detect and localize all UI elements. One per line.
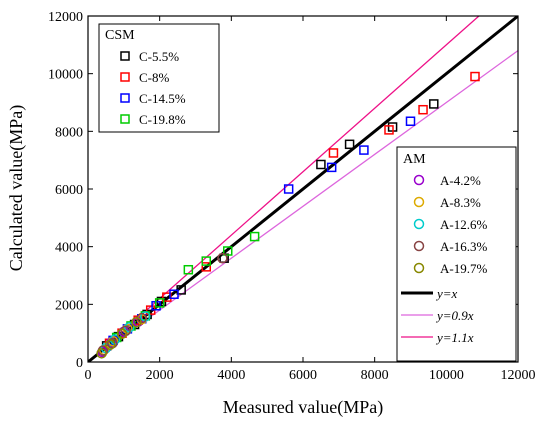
data-point-2-8 (405, 116, 416, 126)
data-point-0-8 (344, 139, 355, 150)
legend-csm-title: CSM (105, 28, 135, 43)
data-point-7-4 (217, 252, 228, 264)
legend-am-title: AM (403, 152, 426, 167)
legend-csm-marker-0 (120, 51, 130, 61)
data-point-8-0 (96, 348, 107, 359)
legend-line-label-2: y=1.1x (435, 330, 474, 345)
data-point-0-10 (429, 99, 439, 109)
legend-csm-marker-3 (120, 114, 130, 124)
legend-am-marker-1 (413, 196, 425, 208)
data-point-8-3 (131, 316, 142, 328)
legend-am-label-0: A-4.2% (440, 173, 481, 188)
legend-line-label-1: y=0.9x (435, 308, 474, 323)
data-point-1-8 (418, 104, 428, 115)
y-axis-label: Calculated value(MPa) (6, 105, 27, 271)
x-tick-label-6: 12000 (501, 368, 536, 383)
legend-csm-label-0: C-5.5% (139, 49, 179, 64)
legend-csm-marker-1 (120, 72, 130, 82)
legend-csm-label-1: C-8% (139, 70, 170, 85)
legend-am-box (396, 146, 517, 362)
data-point-7-1 (107, 338, 118, 349)
y-tick-label-4: 8000 (55, 125, 83, 140)
x-tick-label-1: 2000 (146, 368, 174, 383)
legend-am-label-2: A-12.6% (440, 217, 487, 232)
legend-am-label-4: A-19.7% (440, 261, 487, 276)
data-point-3-7 (249, 231, 260, 242)
data-point-2-6 (326, 162, 337, 173)
x-tick-label-0: 0 (85, 368, 92, 383)
y-tick-label-0: 0 (76, 356, 83, 371)
x-tick-label-4: 8000 (361, 368, 389, 383)
data-point-8-1 (104, 339, 116, 350)
legend-csm-box (98, 23, 220, 133)
y-tick-label-2: 4000 (55, 241, 83, 256)
data-point-3-3 (154, 298, 165, 308)
data-point-3-5 (201, 256, 211, 266)
x-tick-label-5: 10000 (429, 368, 464, 383)
legend-am-marker-2 (413, 218, 425, 230)
data-point-2-5 (283, 184, 294, 194)
data-point-2-4 (169, 289, 179, 299)
reference-line-2 (88, 16, 480, 362)
legend-csm-marker-2 (120, 93, 130, 103)
legend-csm-label-2: C-14.5% (139, 91, 186, 106)
y-tick-label-3: 6000 (55, 183, 83, 198)
y-tick-label-1: 2000 (55, 298, 83, 313)
legend-line-label-0: y=x (435, 286, 458, 301)
data-point-1-7 (384, 125, 394, 135)
x-tick-label-3: 6000 (289, 368, 317, 383)
data-point-1-5 (201, 262, 211, 272)
y-tick-label-6: 12000 (48, 10, 83, 25)
data-point-1-9 (470, 71, 480, 82)
data-point-1-6 (328, 148, 339, 158)
data-point-1-4 (162, 292, 172, 302)
data-point-6-2 (123, 322, 135, 333)
y-tick-label-5: 10000 (48, 68, 83, 83)
data-point-2-7 (359, 145, 369, 155)
data-point-3-4 (183, 264, 194, 275)
legend-am-label-3: A-16.3% (440, 239, 487, 254)
legend-am-marker-0 (413, 174, 425, 186)
data-point-3-6 (223, 246, 233, 256)
legend-am-marker-4 (413, 262, 425, 274)
legend-am-marker-3 (413, 240, 425, 252)
x-axis-label: Measured value(MPa) (223, 397, 383, 418)
legend-am-label-1: A-8.3% (440, 195, 481, 210)
data-point-0-7 (316, 159, 326, 170)
legend-csm-label-3: C-19.8% (139, 112, 186, 127)
data-point-8-2 (116, 328, 128, 339)
x-tick-label-2: 4000 (217, 368, 245, 383)
